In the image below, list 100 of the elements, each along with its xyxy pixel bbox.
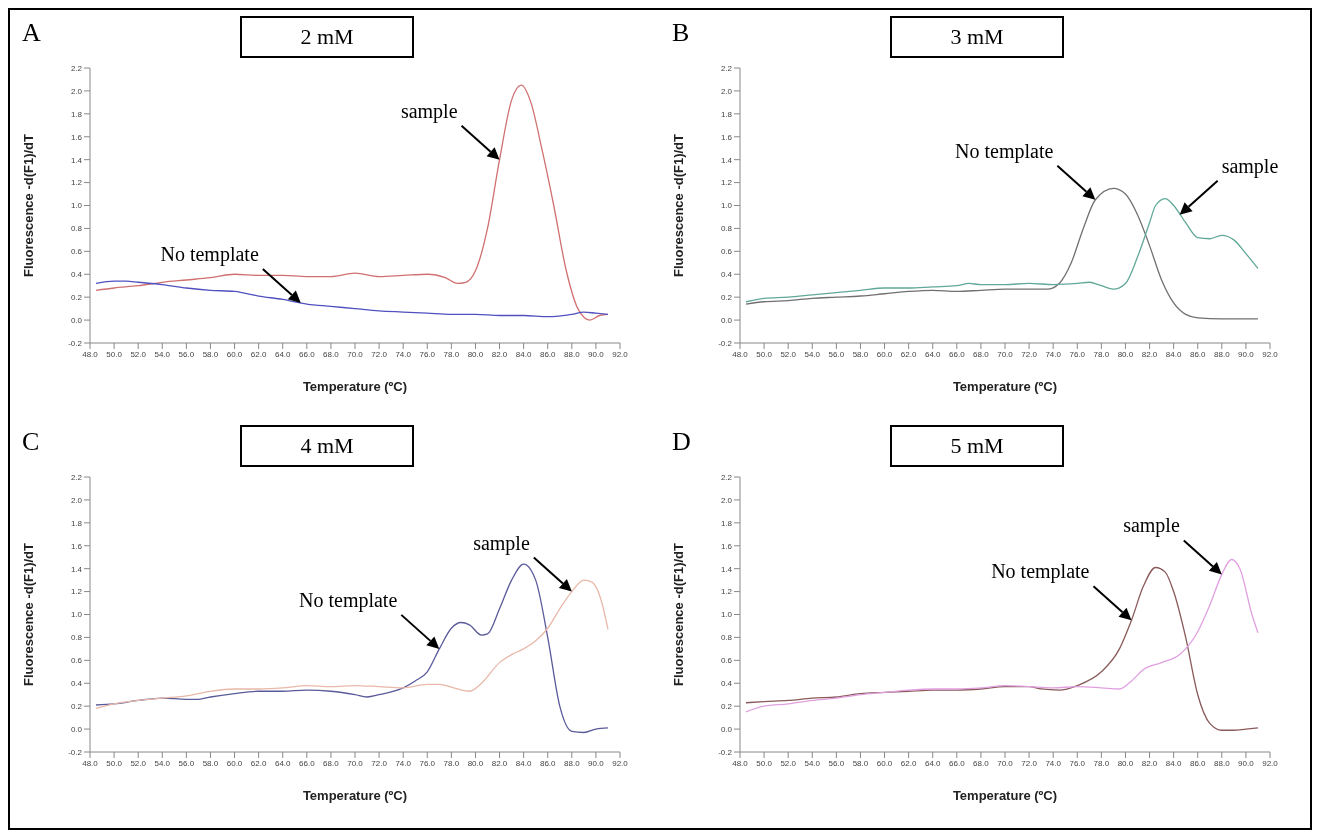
y-tick-label: 0.0 [720, 724, 733, 734]
x-tick-label: 48.0 [82, 349, 99, 359]
x-tick-label: 90.0 [588, 349, 605, 359]
y-tick-label: 1.4 [70, 564, 83, 574]
x-tick-label: 88.0 [1214, 349, 1231, 359]
y-tick-label: 1.8 [720, 109, 733, 119]
y-tick-label: 1.8 [70, 109, 83, 119]
x-tick-label: 68.0 [973, 349, 990, 359]
x-tick-label: 62.0 [900, 758, 917, 768]
y-tick-label: 1.2 [720, 178, 733, 188]
x-tick-label: 60.0 [876, 758, 893, 768]
y-tick-label: 1.2 [70, 587, 83, 597]
x-tick-label: 52.0 [130, 349, 147, 359]
x-tick-label: 70.0 [997, 758, 1014, 768]
x-tick-label: 78.0 [443, 758, 460, 768]
annotation: No template [991, 560, 1090, 584]
x-tick-label: 58.0 [202, 758, 219, 768]
y-tick-label: 0.6 [70, 656, 83, 666]
x-tick-label: 60.0 [226, 758, 243, 768]
x-tick-label: 50.0 [756, 758, 773, 768]
x-axis-title: Temperature (ºC) [302, 379, 408, 394]
y-tick-label: 1.0 [70, 610, 83, 620]
x-tick-label: 86.0 [1189, 349, 1207, 359]
annotation: No template [160, 242, 259, 266]
x-tick-label: 64.0 [924, 349, 942, 359]
y-tick-label: 1.4 [720, 564, 733, 574]
y-tick-label: 0.8 [70, 224, 83, 234]
x-tick-label: 52.0 [130, 758, 147, 768]
x-tick-label: 50.0 [756, 349, 773, 359]
y-axis-title: Fluorescence -d(F1)/dT [670, 542, 686, 687]
x-tick-label: 64.0 [274, 349, 292, 359]
x-tick-label: 88.0 [564, 758, 581, 768]
x-tick-label: 66.0 [949, 758, 966, 768]
x-tick-label: 72.0 [371, 349, 388, 359]
y-tick-label: 0.4 [720, 679, 733, 689]
x-tick-label: 62.0 [900, 349, 917, 359]
x-tick-label: 78.0 [1093, 758, 1110, 768]
x-tick-label: 66.0 [299, 349, 316, 359]
x-tick-label: 50.0 [106, 349, 123, 359]
y-tick-label: 0.6 [720, 656, 733, 666]
y-tick-label: 1.6 [720, 132, 733, 142]
x-tick-label: 90.0 [588, 758, 605, 768]
y-tick-label: 0.2 [70, 293, 83, 303]
x-tick-label: 76.0 [1069, 349, 1086, 359]
y-tick-label: 1.0 [70, 201, 83, 211]
y-tick-label: 0.0 [70, 724, 83, 734]
chart-title: 5 mM [890, 425, 1064, 467]
x-tick-label: 76.0 [1069, 758, 1086, 768]
y-tick-label: 2.0 [70, 86, 83, 96]
x-tick-label: 66.0 [299, 758, 316, 768]
text: C [22, 427, 40, 457]
y-tick-label: 0.4 [70, 679, 83, 689]
x-tick-label: 86.0 [1189, 758, 1207, 768]
y-tick-label: -0.2 [718, 338, 733, 348]
x-tick-label: 60.0 [226, 349, 243, 359]
x-tick-label: 68.0 [973, 758, 990, 768]
x-tick-label: 72.0 [371, 758, 388, 768]
x-tick-label: 52.0 [780, 758, 797, 768]
x-tick-label: 54.0 [154, 758, 171, 768]
y-tick-label: 2.2 [70, 63, 83, 73]
y-tick-label: 0.2 [70, 702, 83, 712]
y-tick-label: -0.2 [68, 338, 83, 348]
y-axis-title: Fluorescence -d(F1)/dT [20, 542, 36, 687]
annotation: sample [473, 531, 530, 555]
y-tick-label: 1.2 [70, 178, 83, 188]
y-tick-label: 0.0 [70, 315, 83, 325]
x-tick-label: 74.0 [1045, 758, 1062, 768]
annotation: sample [1221, 154, 1279, 178]
x-axis-title: Temperature (ºC) [302, 788, 408, 803]
chart-title: 4 mM [240, 425, 414, 467]
line-series [745, 197, 1259, 303]
y-tick-label: 1.0 [720, 201, 733, 211]
y-tick-label: 0.4 [70, 270, 83, 280]
y-tick-label: 0.0 [720, 315, 733, 325]
x-tick-label: 74.0 [395, 349, 412, 359]
x-tick-label: 92.0 [612, 758, 629, 768]
x-tick-label: 62.0 [250, 349, 267, 359]
x-tick-label: 70.0 [347, 349, 364, 359]
line-series [745, 558, 1259, 713]
annotation: sample [1123, 514, 1180, 538]
y-tick-label: 2.0 [720, 86, 733, 96]
x-tick-label: 50.0 [106, 758, 123, 768]
y-tick-label: 1.4 [70, 155, 83, 165]
x-tick-label: 88.0 [564, 349, 581, 359]
annotation: sample [400, 99, 458, 123]
y-tick-label: 0.6 [720, 247, 733, 257]
x-tick-label: 66.0 [949, 349, 966, 359]
y-tick-label: 0.8 [720, 633, 733, 643]
y-tick-label: -0.2 [718, 747, 733, 757]
x-tick-label: 76.0 [419, 758, 436, 768]
x-tick-label: 88.0 [1214, 758, 1231, 768]
y-tick-label: -0.2 [68, 747, 83, 757]
y-tick-label: 1.0 [720, 610, 733, 620]
y-tick-label: 0.2 [720, 293, 733, 303]
x-tick-label: 56.0 [178, 349, 195, 359]
y-tick-label: 0.8 [720, 224, 733, 234]
x-tick-label: 90.0 [1238, 758, 1255, 768]
x-tick-label: 74.0 [395, 758, 412, 768]
x-tick-label: 82.0 [1141, 349, 1158, 359]
x-tick-label: 56.0 [828, 349, 845, 359]
